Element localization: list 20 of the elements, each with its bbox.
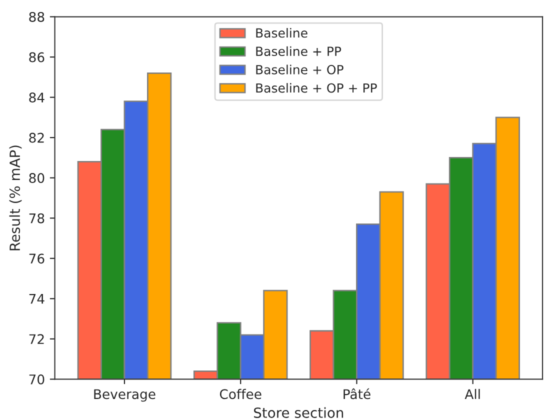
legend-label: Baseline + OP [256, 64, 344, 74]
y-axis-title: Result (% mAP) [9, 146, 22, 250]
x-tick-label: Coffee [220, 388, 262, 400]
x-tick-label: Beverage [94, 389, 156, 402]
y-tick-label: 84 [29, 92, 44, 102]
legend-label: Baseline [256, 28, 308, 38]
x-tick-label: Pâté [344, 388, 370, 400]
x-axis-title: Store section [254, 407, 344, 418]
y-tick-label: 74 [29, 294, 44, 304]
y-tick-label: 88 [29, 12, 44, 22]
y-tick-label: 82 [29, 132, 44, 143]
y-tick-label: 86 [29, 52, 44, 62]
y-tick-label: 70 [29, 374, 44, 384]
y-tick-label: 80 [29, 173, 44, 184]
x-tick-label: All [464, 388, 480, 399]
y-tick-label: 76 [29, 254, 44, 264]
legend-label: Baseline + PP [256, 46, 342, 56]
y-tick-label: 78 [29, 213, 44, 224]
legend-label: Baseline + OP + PP [256, 83, 377, 93]
y-tick-label: 72 [29, 334, 44, 344]
